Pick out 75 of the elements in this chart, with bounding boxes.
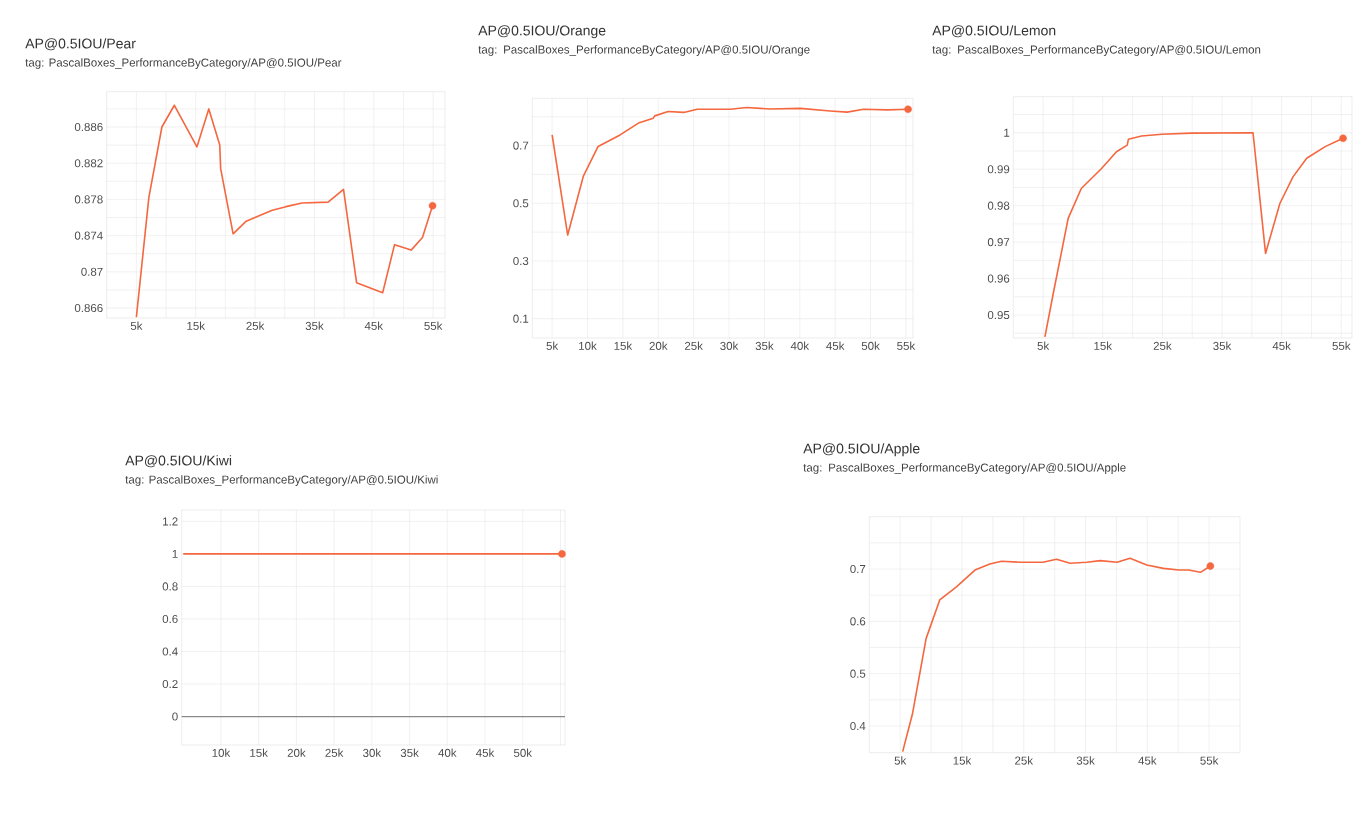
y-tick-label: 0.4 (162, 647, 178, 656)
y-tick-label: 0 (172, 712, 178, 721)
chart-title: AP@0.5IOU/Kiwi (125, 455, 232, 468)
y-tick-label: 0.87 (81, 267, 103, 276)
y-tick-label: 0.7 (513, 141, 529, 150)
chart-subtitle: tag: PascalBoxes_PerformanceByCategory/AP@0.5IOU/Orange (478, 45, 810, 56)
y-tick-label: 1.2 (163, 517, 178, 526)
x-tick-label: 25k (1015, 756, 1034, 765)
y-tick-label: 0.6 (162, 614, 178, 624)
x-tick-label: 5k (130, 321, 143, 330)
x-tick-label: 55k (1332, 341, 1351, 350)
y-tick-label: 1 (1004, 128, 1010, 137)
x-tick-label: 45k (826, 341, 845, 350)
x-tick-label: 25k (246, 321, 265, 330)
y-tick-label: 0.874 (74, 231, 103, 240)
x-tick-label: 20k (287, 748, 306, 757)
x-tick-label: 30k (363, 748, 382, 757)
x-tick-label: 10k (579, 341, 597, 350)
x-tick-label: 40k (438, 748, 457, 757)
y-tick-label: 1 (172, 549, 178, 558)
chart-title: AP@0.5IOU/Orange (478, 25, 606, 39)
x-tick-label: 45k (364, 321, 384, 330)
x-tick-label: 55k (424, 321, 443, 330)
x-tick-label: 20k (649, 341, 668, 350)
x-tick-label: 50k (513, 748, 533, 757)
x-tick-label: 35k (400, 748, 419, 757)
x-tick-label: 35k (755, 341, 774, 350)
x-tick-label: 35k (1076, 756, 1095, 765)
x-tick-label: 15k (187, 321, 206, 330)
x-tick-label: 55k (1200, 756, 1219, 765)
chart-subtitle: tag: PascalBoxes_PerformanceByCategory/AP@0.5IOU/Pear (25, 58, 342, 69)
y-tick-label: 0.95 (987, 310, 1010, 320)
chart-subtitle: tag: PascalBoxes_PerformanceByCategory/AP@0.5IOU/Lemon (932, 45, 1261, 56)
x-tick-label: 55k (897, 341, 916, 350)
chart-subtitle: tag: PascalBoxes_PerformanceByCategory/AP@0.5IOU/Kiwi (125, 475, 438, 486)
x-tick-label: 5k (1037, 341, 1050, 350)
y-tick-label: 0.3 (513, 256, 529, 266)
x-tick-label: 25k (684, 341, 703, 350)
y-tick-label: 0.8 (162, 582, 178, 591)
x-tick-label: 10k (212, 748, 231, 757)
chart-subtitle: tag: PascalBoxes_PerformanceByCategory/AP@0.5IOU/Apple (803, 463, 1126, 474)
x-tick-label: 45k (1272, 341, 1291, 350)
x-tick-label: 15k (614, 341, 633, 350)
y-tick-label: 0.5 (513, 199, 529, 208)
y-tick-label: 0.6 (850, 617, 866, 626)
y-tick-label: 0.2 (162, 679, 178, 689)
y-tick-label: 0.98 (987, 201, 1010, 210)
chart-title: AP@0.5IOU/Pear (25, 38, 136, 51)
x-tick-label: 40k (790, 341, 810, 350)
x-tick-label: 35k (305, 321, 324, 330)
y-tick-label: 0.97 (987, 238, 1010, 247)
x-tick-label: 15k (953, 756, 972, 765)
x-tick-label: 15k (1094, 341, 1113, 350)
x-tick-label: 25k (1153, 341, 1172, 350)
y-tick-label: 0.96 (987, 274, 1010, 283)
x-tick-label: 45k (1138, 756, 1157, 765)
x-tick-label: 30k (720, 341, 739, 350)
y-tick-label: 0.866 (74, 303, 103, 313)
x-tick-label: 50k (861, 341, 880, 350)
x-tick-label: 15k (250, 748, 268, 757)
y-tick-label: 0.1 (513, 314, 529, 323)
x-tick-label: 5k (894, 756, 907, 765)
y-tick-label: 0.4 (850, 721, 866, 731)
y-tick-label: 0.878 (74, 195, 103, 204)
chart-title: AP@0.5IOU/Lemon (932, 25, 1056, 38)
x-tick-label: 25k (325, 748, 344, 757)
y-tick-label: 0.5 (850, 669, 866, 678)
x-tick-label: 35k (1213, 341, 1232, 350)
y-tick-label: 0.7 (850, 564, 866, 574)
x-tick-label: 45k (476, 748, 495, 757)
x-tick-label: 5k (546, 341, 559, 350)
y-tick-label: 0.886 (74, 122, 103, 132)
y-tick-label: 0.882 (74, 159, 103, 168)
y-tick-label: 0.99 (987, 165, 1010, 174)
chart-title: AP@0.5IOU/Apple (803, 443, 920, 457)
